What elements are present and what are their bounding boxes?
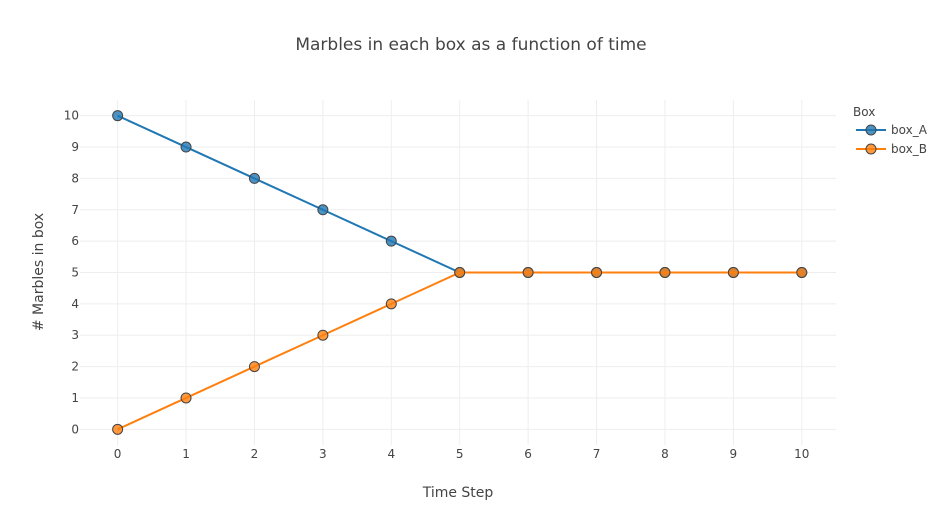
- y-tick-label: 1: [71, 391, 79, 405]
- x-tick-label: 6: [524, 447, 532, 461]
- y-tick-label: 9: [71, 140, 79, 154]
- legend-marker: [865, 124, 877, 136]
- chart-title: Marbles in each box as a function of tim…: [295, 35, 646, 55]
- data-point-box_B[interactable]: [659, 267, 671, 278]
- data-point-box_A[interactable]: [385, 235, 397, 247]
- x-tick-label: 3: [319, 447, 327, 461]
- series-layer: [112, 110, 808, 435]
- legend-item-box_A[interactable]: box_A: [856, 123, 928, 137]
- x-tick-label: 4: [387, 447, 395, 461]
- y-tick-label: 6: [71, 234, 79, 248]
- data-point-box_A[interactable]: [112, 110, 124, 122]
- data-point-box_B[interactable]: [591, 267, 603, 278]
- x-tick-label: 2: [251, 447, 259, 461]
- legend-title: Box: [853, 105, 875, 119]
- data-point-box_B[interactable]: [454, 267, 466, 278]
- data-point-box_A[interactable]: [317, 204, 329, 216]
- legend-marker: [865, 143, 877, 155]
- legend-item-box_B[interactable]: box_B: [856, 142, 927, 156]
- y-tick-label: 5: [71, 266, 79, 280]
- y-tick-label: 0: [71, 422, 79, 436]
- data-point-box_B[interactable]: [112, 423, 124, 435]
- legend-label: box_A: [891, 123, 928, 137]
- data-point-box_B[interactable]: [796, 267, 808, 278]
- legend-label: box_B: [891, 142, 927, 156]
- data-point-box_B[interactable]: [317, 329, 329, 341]
- data-point-box_B[interactable]: [727, 267, 739, 278]
- y-tick-label: 3: [71, 328, 79, 342]
- data-point-box_B[interactable]: [248, 361, 260, 373]
- x-axis-title: Time Step: [422, 485, 494, 501]
- y-tick-label: 10: [64, 109, 79, 123]
- x-tick-label: 9: [730, 447, 738, 461]
- tick-layer: 0 1 2 3 4 5 6 7 8 9 10 0 1 2 3 4 5 6 7 8 9 10: [64, 109, 810, 461]
- y-tick-label: 8: [71, 171, 79, 185]
- legend: Box box_A box_B: [853, 105, 928, 156]
- data-point-box_A[interactable]: [248, 172, 260, 184]
- series-box_B: [112, 267, 808, 435]
- x-tick-label: 10: [794, 447, 809, 461]
- y-tick-label: 4: [71, 297, 79, 311]
- data-point-box_B[interactable]: [180, 392, 192, 404]
- data-point-box_B[interactable]: [522, 267, 534, 278]
- y-tick-label: 2: [71, 360, 79, 374]
- x-tick-label: 0: [114, 447, 122, 461]
- x-tick-label: 1: [182, 447, 190, 461]
- x-tick-label: 7: [593, 447, 601, 461]
- data-point-box_B[interactable]: [385, 298, 397, 310]
- x-tick-label: 5: [456, 447, 464, 461]
- data-point-box_A[interactable]: [180, 141, 192, 153]
- legend-items: box_A box_B: [856, 123, 928, 156]
- y-tick-label: 7: [71, 203, 79, 217]
- y-axis-title: # Marbles in box: [31, 213, 47, 331]
- x-tick-label: 8: [661, 447, 669, 461]
